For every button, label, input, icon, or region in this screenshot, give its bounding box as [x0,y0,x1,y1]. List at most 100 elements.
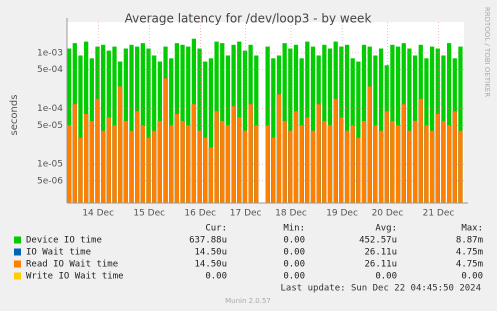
bar [220,120,225,203]
bar [265,46,270,203]
legend-stat: 0.00 [205,272,227,282]
legend-swatch [14,260,21,268]
bar [101,130,106,203]
bar [101,44,106,203]
legend-label: IO Wait time [26,248,91,258]
legend-swatch [14,248,21,256]
bar [271,58,276,203]
bar [282,120,287,203]
bar [276,94,282,203]
bar [106,117,111,203]
bar [418,98,423,203]
bar [186,46,191,203]
bar [140,43,145,203]
bar [152,55,157,204]
bar [344,130,350,203]
legend-stat: 0.00 [283,272,305,282]
legend-stat: 26.11u [364,260,397,270]
bar [135,111,140,203]
bar [237,117,242,203]
legend-stat: 14.50u [194,260,227,270]
bar [356,137,361,203]
legend-stat: 0.00 [461,272,483,282]
bar [344,44,350,203]
bar [327,125,333,203]
bar [429,46,435,203]
bar [203,137,208,203]
y-tick-label: 5e-04 [37,65,63,75]
bar [95,98,100,203]
bar [429,130,435,203]
bar [72,104,77,203]
bar [242,50,248,204]
bar [174,113,180,203]
bar [367,86,372,203]
legend-stat: 0.00 [283,248,305,258]
bar [180,120,185,203]
bar [157,120,162,203]
bar [191,104,197,203]
bar [390,120,395,203]
bar [67,125,72,203]
bar [197,48,202,203]
bar [208,147,214,203]
legend-stat: 4.75m [456,260,483,270]
legend-stat: 0.00 [283,260,305,270]
x-tick-label: 19 Dec [326,209,358,219]
footer: Munin 2.0.57 [225,297,271,305]
legend-stat: 0.00 [375,272,397,282]
bar [231,106,236,203]
bar [458,130,463,203]
bar [333,98,338,203]
bar [84,113,89,203]
bar [78,137,83,203]
bar [452,111,457,203]
bar [248,104,253,203]
bar [112,46,117,203]
bar [208,58,214,203]
legend-label: Write IO Wait time [26,272,124,282]
legend-stat: 26.11u [364,248,397,258]
bar [293,111,299,203]
bar [225,125,231,203]
legend-stat: 8.87m [456,236,483,246]
bar [458,46,463,203]
bar [112,125,117,203]
y-tick-label: 5e-06 [37,176,63,186]
bar [242,130,248,203]
legend-stat: 637.88u [189,236,227,246]
bar [446,43,452,203]
y-tick-label: 1e-04 [37,104,63,114]
bar [265,125,270,203]
bar [322,120,327,203]
bar [316,104,321,203]
y-tick-label: 1e-05 [37,160,63,170]
bar [146,137,151,203]
legend-swatch [14,236,21,244]
x-tick-label: 15 Dec [133,209,165,219]
bar [129,44,134,203]
y-tick-label: 5e-05 [37,121,63,131]
bar [203,61,208,203]
bar [441,120,446,203]
legend-label: Device IO time [26,236,102,246]
last-update: Last update: Sun Dec 22 04:45:50 2024 [281,284,481,294]
bar [89,120,94,203]
legend-label: Read IO Wait time [26,260,118,270]
legend-stat: 14.50u [194,248,227,258]
bar [197,130,202,203]
legend-stat: 4.75m [456,248,483,258]
x-tick-label: 18 Dec [275,209,307,219]
bar [310,130,316,203]
bar [163,78,168,203]
bar [118,86,123,203]
bar [214,111,219,203]
y-axis-label: seconds [9,95,20,136]
bar [435,113,440,203]
bar [288,130,293,203]
legend-stat: 452.57u [359,236,397,246]
bar [186,125,191,203]
bar [271,137,276,203]
bar [129,130,134,203]
